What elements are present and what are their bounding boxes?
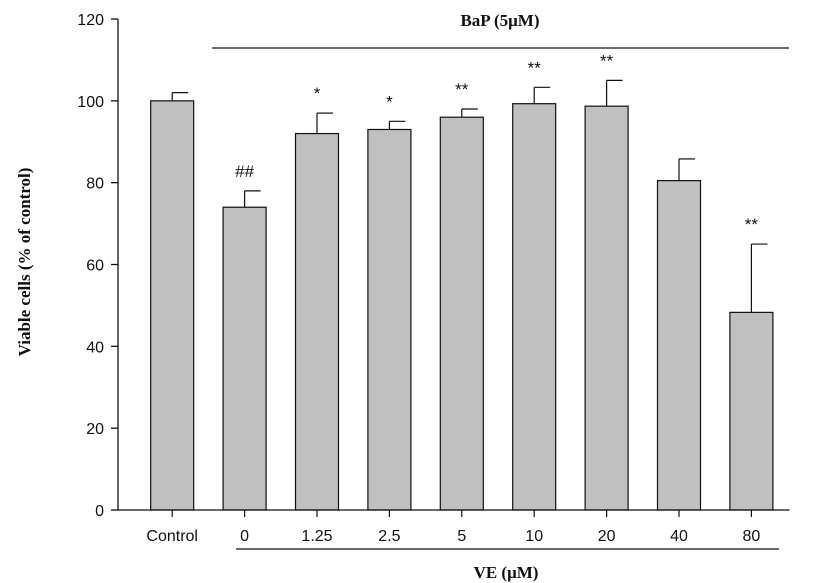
y-axis-label: Viable cells (% of control) [15,168,34,357]
y-tick-label: 80 [86,176,104,193]
significance-marker: ** [600,51,614,70]
x-tick-label: 20 [598,528,616,545]
bar [367,128,412,511]
x-tick-label: 10 [525,528,543,545]
x-tick-label: 80 [743,528,761,545]
bar [222,206,267,511]
y-tick-label: 20 [86,421,104,438]
significance-marker: ** [455,80,469,99]
significance-marker: * [386,92,393,111]
significance-marker: ## [235,162,254,181]
x-tick-label: 0 [240,528,249,545]
bars: ##* ***** **** [150,51,774,511]
y-tick-label: 60 [86,258,104,275]
x-axis: Control 0 1.25 2.5 5 10 20 40 80 [118,509,790,545]
x-tick-label: 40 [670,528,688,545]
y-tick-label: 40 [86,339,104,356]
bar [439,116,484,511]
y-tick-label: 0 [95,503,104,520]
bar [656,180,702,511]
group-brackets [212,47,789,550]
significance-marker: ** [528,58,542,77]
x-tick-label: 2.5 [378,528,400,545]
bar [294,132,340,511]
y-tick-label: 100 [77,94,104,111]
y-axis: 0 20 40 60 80 100 120 [77,12,119,520]
significance-marker: ** [745,215,759,234]
bap-group-label: BaP (5μM) [460,11,539,30]
x-axis-label: VE (μM) [474,563,539,582]
x-tick-label: 5 [457,528,466,545]
x-tick-label: Control [146,528,198,545]
bar [729,311,774,511]
bar [584,105,629,511]
significance-marker: * [314,84,321,103]
y-tick-label: 120 [77,12,104,29]
x-tick-label: 1.25 [301,528,332,545]
bar [150,100,195,511]
bar [512,103,557,511]
